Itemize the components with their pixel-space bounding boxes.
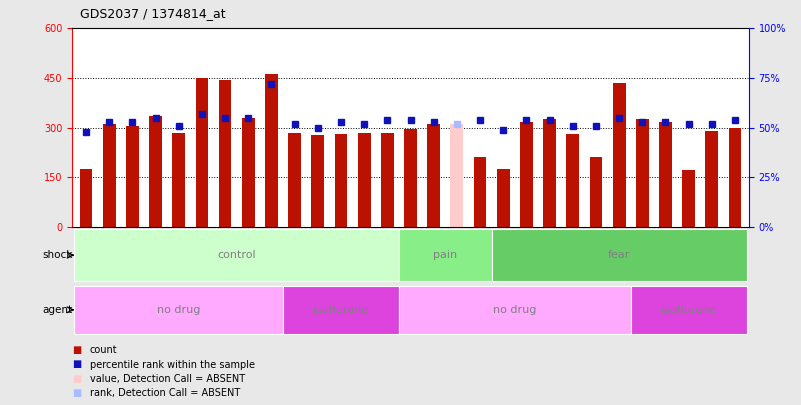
Bar (219, 80, 231, 227)
Bar (613, 83, 626, 227)
Bar (149, 116, 162, 227)
Bar (283, 286, 399, 334)
Bar (103, 124, 115, 227)
Text: no drug: no drug (493, 305, 537, 315)
Text: ■: ■ (72, 374, 82, 384)
Bar (265, 74, 278, 227)
Bar (399, 229, 492, 281)
Bar (427, 124, 440, 227)
Text: isoflurane: isoflurane (661, 305, 716, 315)
Bar (381, 133, 394, 227)
Bar (450, 124, 463, 227)
Text: agent: agent (42, 305, 72, 315)
Bar (706, 131, 718, 227)
Text: no drug: no drug (157, 305, 200, 315)
Bar (729, 128, 742, 227)
Bar (74, 229, 399, 281)
Text: count: count (90, 345, 117, 355)
Text: isoflurane: isoflurane (313, 305, 368, 315)
Bar (520, 122, 533, 227)
Text: ■: ■ (72, 345, 82, 355)
Bar (405, 129, 417, 227)
Text: pain: pain (433, 250, 457, 260)
Bar (288, 133, 301, 227)
Text: ■: ■ (72, 360, 82, 369)
Bar (79, 169, 92, 227)
Bar (399, 286, 630, 334)
Bar (543, 119, 556, 227)
Bar (358, 133, 371, 227)
Bar (636, 119, 649, 227)
Text: rank, Detection Call = ABSENT: rank, Detection Call = ABSENT (90, 388, 240, 398)
Bar (312, 135, 324, 227)
Text: percentile rank within the sample: percentile rank within the sample (90, 360, 255, 369)
Bar (195, 78, 208, 227)
Bar (497, 169, 509, 227)
Bar (566, 134, 579, 227)
Bar (126, 126, 139, 227)
Text: ■: ■ (72, 388, 82, 398)
Text: shock: shock (42, 250, 72, 260)
Bar (473, 157, 486, 227)
Bar (172, 133, 185, 227)
Bar (74, 286, 283, 334)
Text: GDS2037 / 1374814_at: GDS2037 / 1374814_at (80, 7, 226, 20)
Bar (659, 122, 672, 227)
Bar (335, 134, 348, 227)
Text: control: control (217, 250, 256, 260)
Bar (590, 157, 602, 227)
Text: fear: fear (608, 250, 630, 260)
Bar (492, 229, 747, 281)
Text: value, Detection Call = ABSENT: value, Detection Call = ABSENT (90, 374, 245, 384)
Bar (242, 117, 255, 227)
Bar (630, 286, 747, 334)
Bar (682, 170, 695, 227)
